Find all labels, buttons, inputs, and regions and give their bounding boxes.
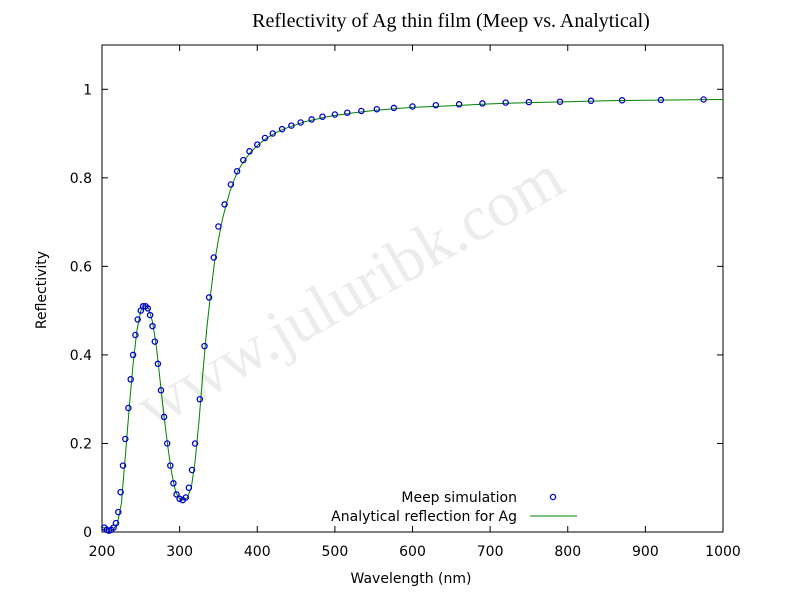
data-point-meep	[373, 105, 381, 113]
data-point-meep	[201, 342, 208, 350]
data-point-meep	[132, 331, 139, 339]
data-point-meep	[185, 484, 193, 491]
data-point-meep	[308, 116, 315, 123]
data-point-meep	[618, 97, 626, 104]
data-point-meep	[144, 305, 152, 312]
x-tick-label: 1000	[705, 544, 741, 560]
legend: Meep simulation Analytical reflection fo…	[331, 490, 577, 525]
data-point-meep	[146, 311, 154, 319]
data-point-meep	[117, 488, 124, 496]
data-point-meep	[173, 491, 180, 498]
data-point-meep	[191, 440, 199, 447]
data-point-meep	[455, 101, 463, 108]
y-tick-label: 1	[83, 82, 92, 98]
data-point-meep	[479, 100, 486, 107]
legend-marker-meep	[549, 493, 557, 501]
data-point-meep	[331, 111, 339, 118]
y-tick-label: 0.4	[70, 348, 92, 364]
data-point-meep	[170, 480, 177, 487]
data-point-meep	[254, 141, 261, 148]
data-point-meep	[358, 107, 365, 115]
data-point-meep	[151, 338, 159, 345]
data-point-meep	[278, 125, 286, 133]
data-point-meep	[205, 294, 213, 301]
data-point-meep	[160, 413, 168, 421]
data-point-meep	[409, 103, 416, 110]
data-point-meep	[269, 130, 277, 137]
data-point-meep	[127, 376, 134, 383]
data-point-meep	[261, 134, 269, 142]
data-point-meep	[149, 322, 156, 330]
axis-ticks	[101, 45, 724, 533]
series-analytical	[101, 99, 724, 532]
x-axis-label: Wavelength (nm)	[351, 571, 472, 587]
data-point-meep	[700, 96, 707, 103]
data-point-meep	[182, 494, 190, 501]
data-point-meep	[154, 360, 162, 368]
y-tick-label: 0	[83, 525, 92, 541]
data-point-meep	[525, 98, 533, 106]
data-point-meep	[176, 495, 183, 503]
data-point-meep	[129, 351, 137, 359]
data-point-meep	[297, 119, 304, 126]
x-tick-label: 700	[477, 544, 504, 560]
data-point-meep	[157, 387, 165, 394]
data-point-meep	[196, 395, 204, 403]
data-point-meep	[233, 167, 241, 175]
series-meep	[101, 96, 707, 534]
y-tick-label: 0.2	[70, 436, 92, 452]
data-point-meep	[657, 96, 665, 104]
x-tick-label: 900	[632, 544, 659, 560]
y-tick-label: 0.8	[70, 171, 92, 187]
data-point-meep	[344, 109, 351, 116]
chart-title: Reflectivity of Ag thin film (Meep vs. A…	[252, 10, 650, 32]
data-point-meep	[125, 404, 132, 412]
data-point-meep	[163, 440, 171, 447]
x-tick-label: 200	[89, 544, 116, 560]
data-point-meep	[112, 519, 120, 527]
series-line-analytical	[101, 99, 724, 532]
data-point-meep	[210, 254, 218, 261]
data-point-meep	[390, 104, 398, 112]
data-point-meep	[319, 113, 326, 120]
x-tick-label: 800	[554, 544, 581, 560]
data-point-meep	[188, 466, 196, 474]
y-axis-label: Reflectivity	[34, 251, 50, 329]
data-point-meep	[432, 101, 440, 109]
data-point-meep	[122, 435, 129, 443]
data-point-meep	[288, 122, 295, 129]
data-point-meep	[215, 223, 222, 230]
axis-tick-labels: 200 300 400 500 600 700 800 900 1000 0 0.2 0.4 0.6 0.…	[70, 82, 741, 560]
x-tick-label: 300	[166, 544, 193, 560]
data-point-meep	[167, 462, 174, 469]
x-tick-label: 400	[244, 544, 271, 560]
data-point-meep	[119, 462, 127, 469]
x-tick-label: 600	[399, 544, 426, 560]
data-point-meep	[134, 316, 141, 323]
y-tick-label: 0.6	[70, 259, 92, 275]
data-point-meep	[227, 181, 235, 188]
data-point-meep	[115, 508, 122, 516]
legend-label-analytical: Analytical reflection for Ag	[331, 509, 517, 525]
x-tick-label: 500	[322, 544, 349, 560]
data-point-meep	[221, 201, 228, 208]
data-point-meep	[240, 156, 247, 164]
data-point-meep	[587, 97, 595, 105]
data-point-meep	[246, 148, 253, 155]
data-point-meep	[556, 98, 564, 105]
data-point-meep	[502, 99, 509, 106]
legend-label-meep: Meep simulation	[401, 490, 517, 506]
